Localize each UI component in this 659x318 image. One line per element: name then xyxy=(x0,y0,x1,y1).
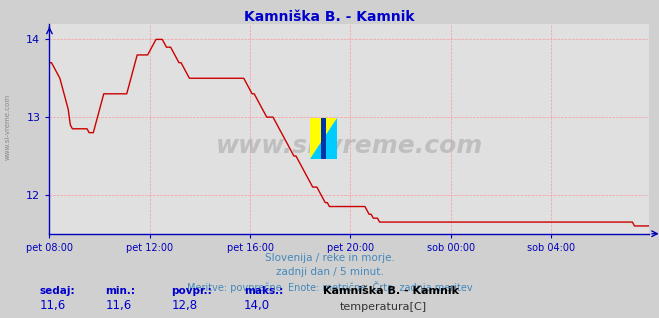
Text: povpr.:: povpr.: xyxy=(171,287,212,296)
Text: Kamniška B. - Kamnik: Kamniška B. - Kamnik xyxy=(323,287,459,296)
Text: Meritve: povprečne  Enote: metrične  Črta: zadnja meritev: Meritve: povprečne Enote: metrične Črta:… xyxy=(186,281,473,294)
Text: 14,0: 14,0 xyxy=(244,299,270,312)
Text: Kamniška B. - Kamnik: Kamniška B. - Kamnik xyxy=(244,10,415,24)
Text: www.si-vreme.com: www.si-vreme.com xyxy=(5,94,11,160)
Text: min.:: min.: xyxy=(105,287,136,296)
Text: 11,6: 11,6 xyxy=(105,299,132,312)
Text: sedaj:: sedaj: xyxy=(40,287,75,296)
Text: zadnji dan / 5 minut.: zadnji dan / 5 minut. xyxy=(275,267,384,277)
Text: temperatura[C]: temperatura[C] xyxy=(339,302,426,312)
Text: Slovenija / reke in morje.: Slovenija / reke in morje. xyxy=(264,253,395,263)
Polygon shape xyxy=(310,118,337,159)
Text: www.si-vreme.com: www.si-vreme.com xyxy=(215,134,483,158)
Text: 12,8: 12,8 xyxy=(171,299,198,312)
Text: 11,6: 11,6 xyxy=(40,299,66,312)
Polygon shape xyxy=(321,118,326,159)
Polygon shape xyxy=(310,118,337,159)
Text: maks.:: maks.: xyxy=(244,287,283,296)
